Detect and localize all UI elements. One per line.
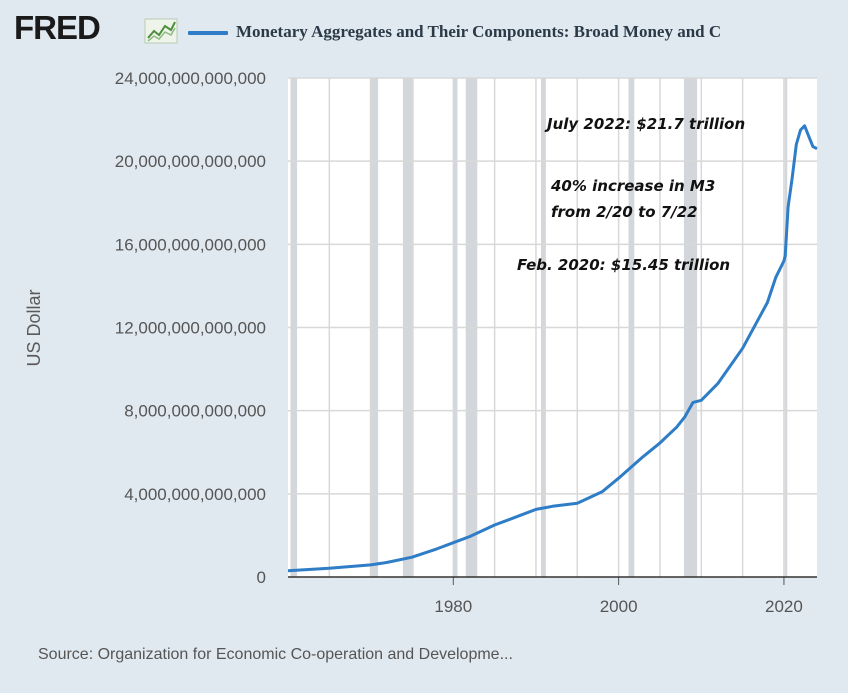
x-axis-ticks: 1980 2000 2020: [434, 577, 803, 616]
source-note[interactable]: Source: Organization for Economic Co-ope…: [38, 646, 513, 663]
chart-header: FRED Monetary Aggregates and Their Compo…: [0, 0, 848, 60]
trend-line-icon: [144, 18, 178, 44]
x-tick-label: 2000: [600, 597, 638, 616]
x-tick-label: 1980: [434, 597, 472, 616]
series: [287, 124, 818, 573]
annotation-peak: July 2022: $21.7 trillion: [547, 115, 746, 133]
y-tick-label: 24,000,000,000,000: [115, 69, 266, 88]
legend-swatch: [188, 31, 228, 35]
y-tick-label: 8,000,000,000,000: [124, 402, 266, 421]
y-tick-label: 20,000,000,000,000: [115, 152, 266, 171]
y-axis-ticks: 0 4,000,000,000,000 8,000,000,000,000 12,00…: [115, 69, 266, 587]
annotation-increase-line2: from 2/20 to 7/22: [551, 203, 698, 221]
annotation-increase-line1: 40% increase in M3: [551, 177, 716, 195]
y-tick-label: 12,000,000,000,000: [115, 319, 266, 338]
series-title[interactable]: Monetary Aggregates and Their Components…: [236, 22, 722, 41]
fred-logo[interactable]: FRED: [14, 9, 101, 46]
x-tick-label: 2020: [765, 597, 803, 616]
annotation-feb2020: Feb. 2020: $15.45 trillion: [517, 256, 731, 274]
series-line-0[interactable]: [287, 124, 818, 573]
y-tick-label: 0: [257, 568, 266, 587]
y-axis-label: US Dollar: [24, 289, 44, 366]
grid: [288, 77, 817, 577]
y-tick-label: 16,000,000,000,000: [115, 235, 266, 254]
y-tick-label: 4,000,000,000,000: [124, 485, 266, 504]
